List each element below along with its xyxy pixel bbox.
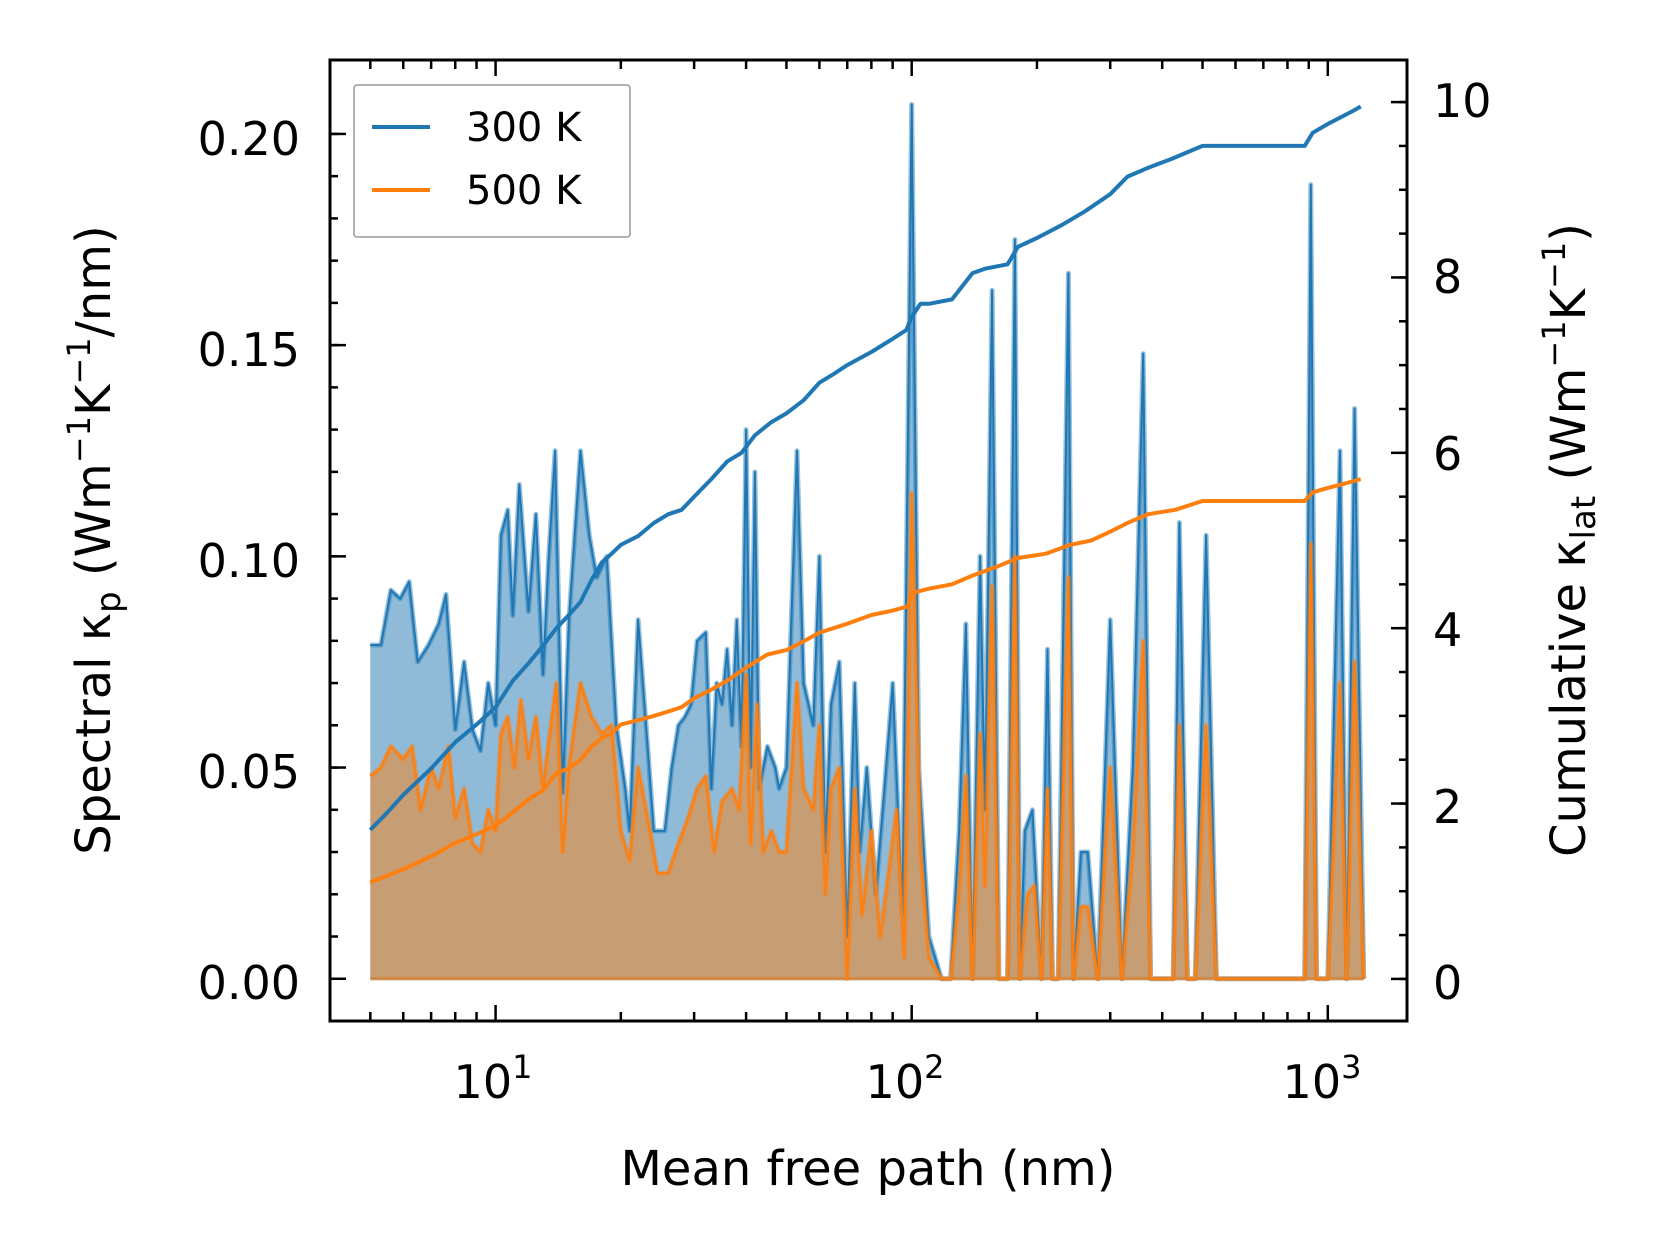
spectral-area-0 (370, 104, 1364, 979)
spectral-area-1 (370, 493, 1364, 979)
spectral-line-0 (370, 103, 1365, 980)
spectral-line-1 (369, 492, 1365, 980)
y-right-tick-label-4: 4 (1433, 603, 1462, 657)
y-right-tick-label-10: 10 (1433, 74, 1492, 128)
cumulative-line-0 (368, 104, 1362, 832)
legend-frame (353, 84, 631, 238)
y-left-tick-label-0: 0.00 (198, 956, 300, 1010)
cumulative-line-1 (369, 477, 1362, 885)
legend-label-300k: 300 K (466, 105, 583, 151)
y-right-tick-label-2: 2 (1433, 780, 1462, 834)
x-tick-label-1000: 103 (1283, 1048, 1362, 1109)
x-axis-title: Mean free path (nm) (621, 1141, 1116, 1197)
legend: 300 K 500 K (353, 84, 631, 238)
y-left-tick-label-1: 0.05 (198, 745, 300, 799)
y-right-axis-title: Cumulative κlat (Wm−1K−1) (1535, 223, 1604, 857)
y-right-tick-label-0: 0 (1433, 956, 1462, 1010)
legend-label-500k: 500 K (466, 168, 583, 214)
x-tick-label-100: 102 (866, 1048, 945, 1109)
y-left-tick-label-3: 0.15 (198, 323, 300, 377)
y-left-tick-label-4: 0.20 (198, 112, 300, 166)
y-right-tick-label-6: 6 (1433, 427, 1462, 481)
y-left-axis-title: Spectral κp (Wm−1K−1/nm) (60, 225, 129, 854)
x-tick-label-10: 101 (454, 1048, 533, 1109)
axes-frame (328, 58, 1409, 1023)
series-layer (368, 101, 1367, 982)
y-left-tick-label-2: 0.10 (198, 534, 300, 588)
y-right-tick-label-8: 8 (1433, 250, 1462, 304)
